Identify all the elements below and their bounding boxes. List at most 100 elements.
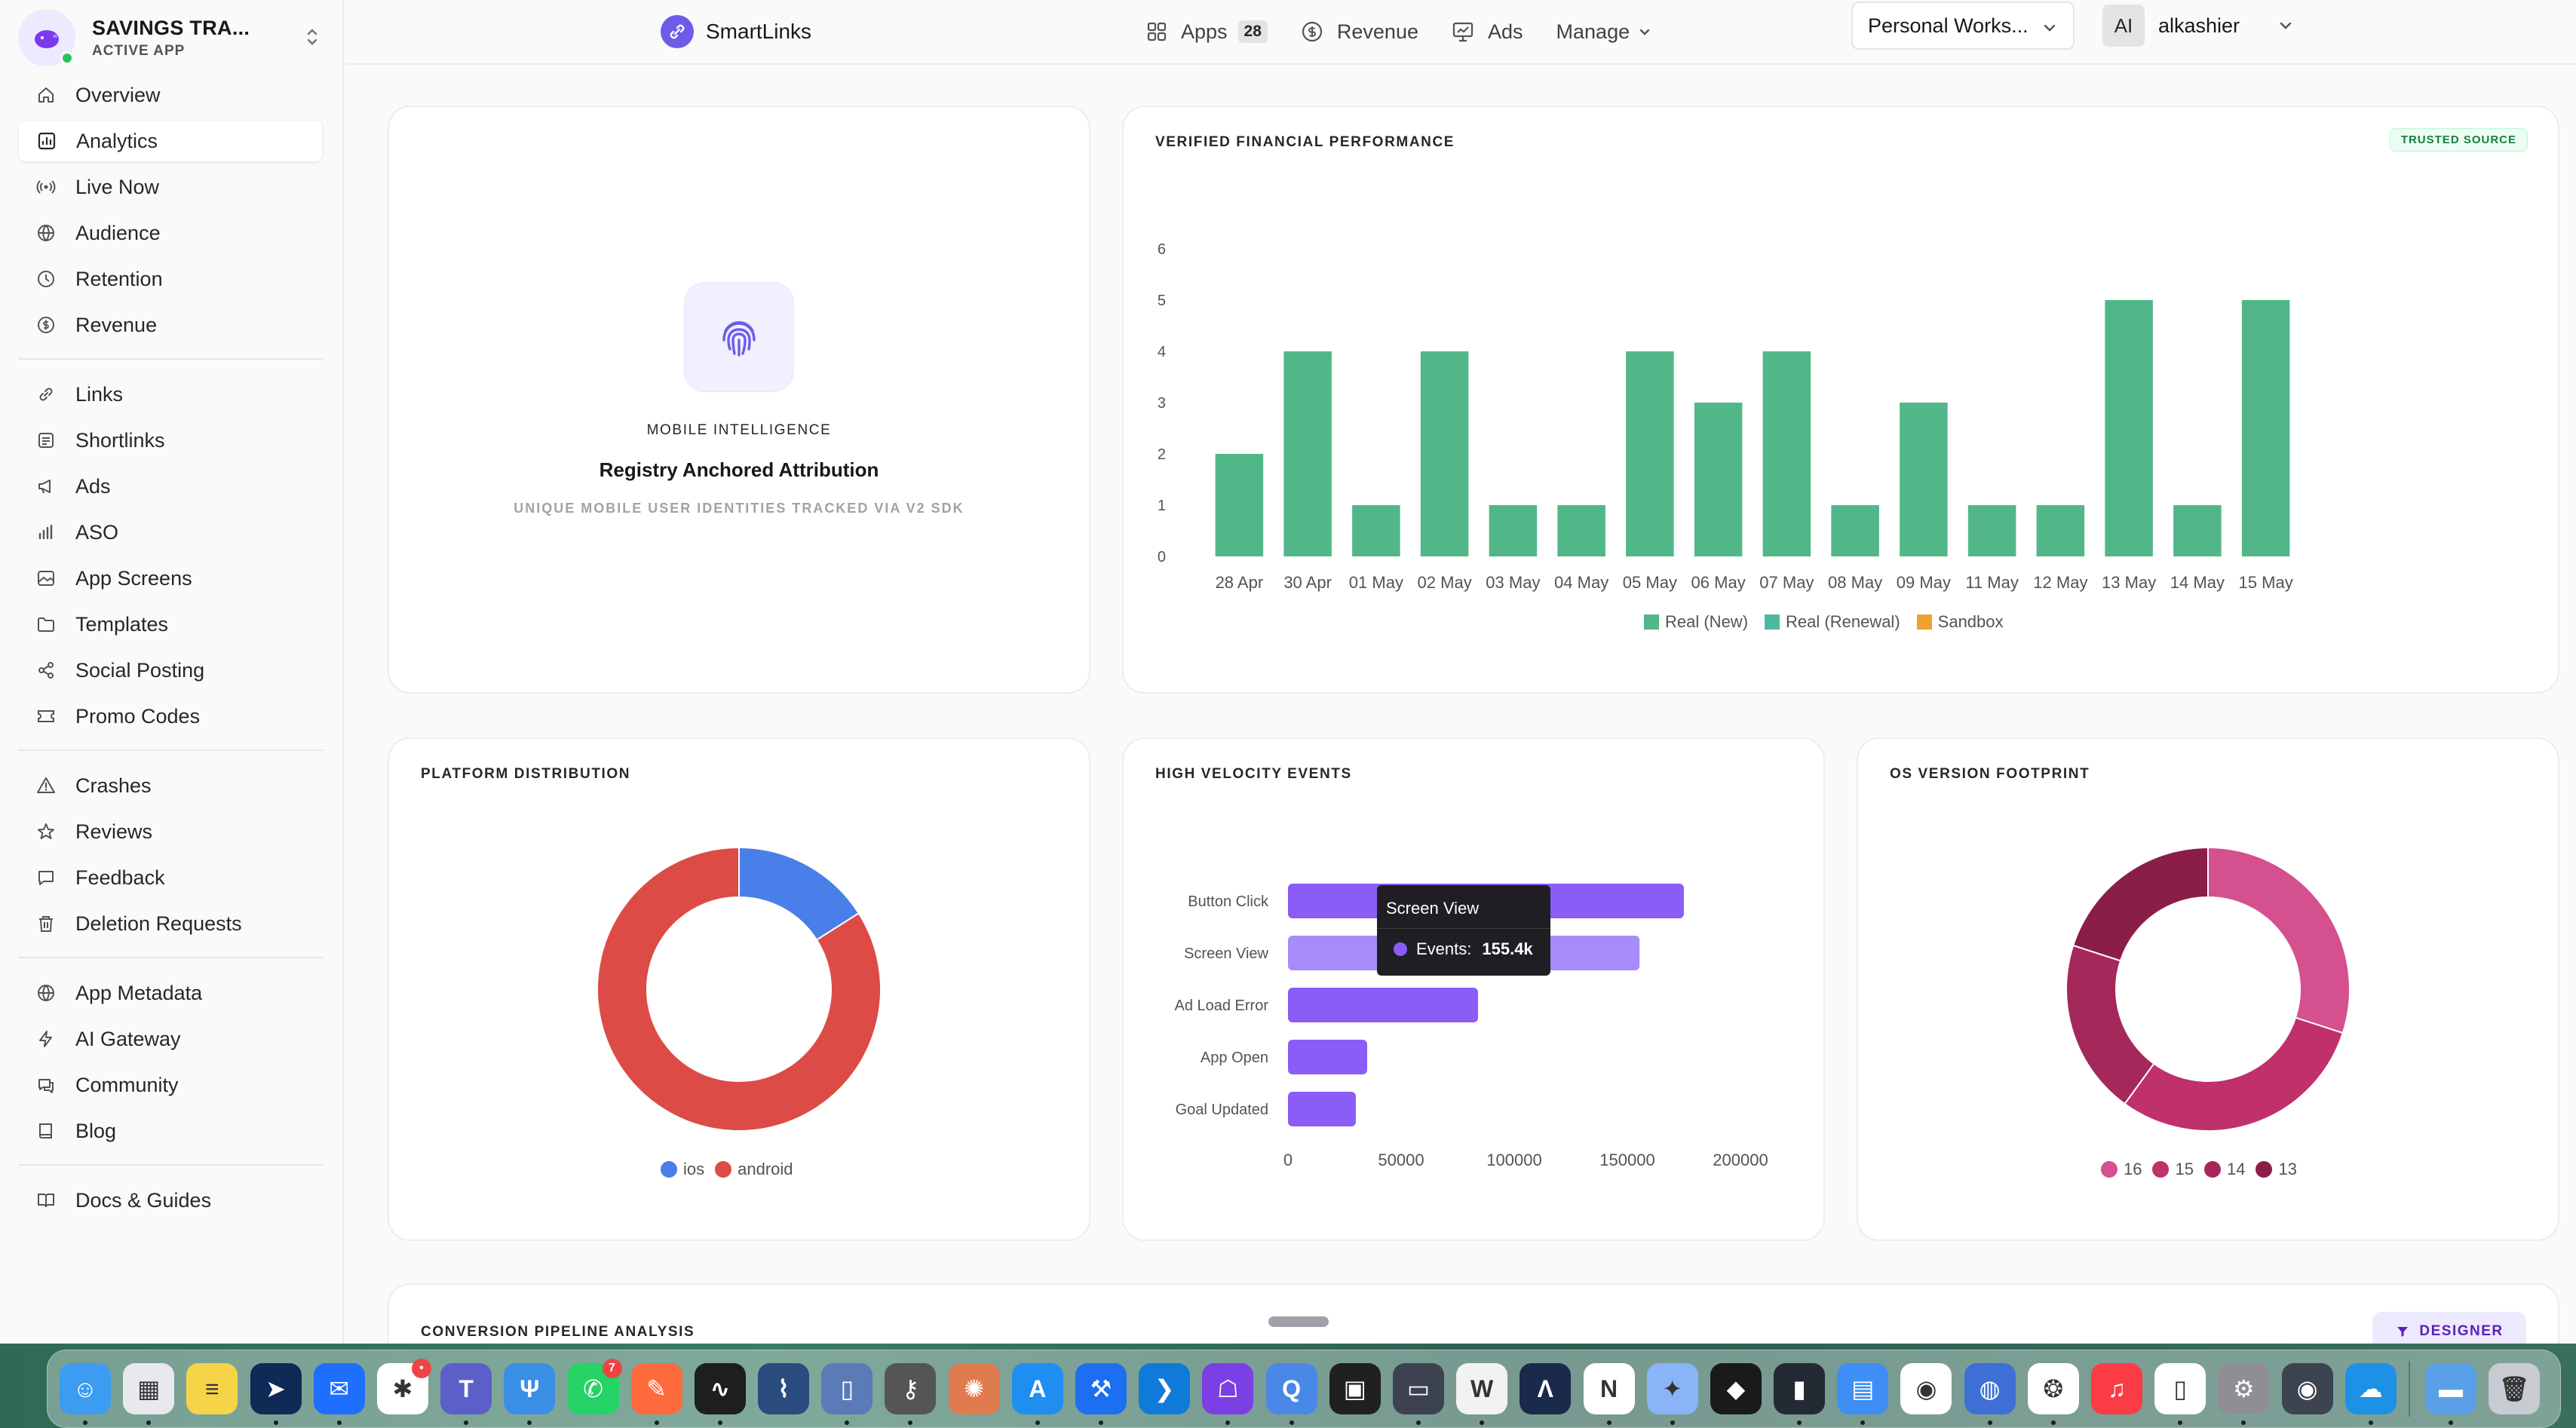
sidebar-item-deletion-requests[interactable]: Deletion Requests xyxy=(18,902,323,945)
legend-item-real-new-[interactable]: Real (New) xyxy=(1644,612,1748,632)
dock-xcode-icon[interactable]: ⚒ xyxy=(1075,1363,1127,1425)
dock-appstore-icon[interactable]: A xyxy=(1011,1363,1063,1425)
dock-music-icon[interactable]: ♫ xyxy=(2091,1363,2142,1414)
financial-performance-card: VERIFIED FINANCIAL PERFORMANCE TRUSTED S… xyxy=(1122,106,2559,694)
sidebar-item-overview[interactable]: Overview xyxy=(18,74,323,116)
sidebar-item-crashes[interactable]: Crashes xyxy=(18,765,323,807)
running-indicator xyxy=(336,1420,342,1425)
x-tick-label: 06 May xyxy=(1691,573,1746,592)
nav-ads[interactable]: Ads xyxy=(1452,20,1523,44)
dock-keychain-icon[interactable]: ⚷ xyxy=(885,1363,937,1425)
bar-real-new--07-may xyxy=(1762,351,1811,556)
bar-real-new--12-may xyxy=(2036,505,2085,556)
dock-search-icon[interactable]: Q xyxy=(1265,1363,1317,1425)
legend-item-ios[interactable]: ios xyxy=(661,1160,704,1179)
sidebar-item-reviews[interactable]: Reviews xyxy=(18,811,323,853)
dock-eye-icon[interactable]: ◉ xyxy=(2281,1363,2333,1414)
dock-terminal-icon[interactable]: ▣ xyxy=(1329,1363,1381,1414)
y-tick-label: 5 xyxy=(1158,293,1166,309)
legend-item-14[interactable]: 14 xyxy=(2203,1160,2245,1179)
globe-icon xyxy=(38,985,54,1002)
sidebar-item-templates[interactable]: Templates xyxy=(18,603,323,645)
sidebar-item-feedback[interactable]: Feedback xyxy=(18,856,323,899)
user-menu[interactable]: AI alkashier xyxy=(2102,5,2294,47)
legend-item-16[interactable]: 16 xyxy=(2101,1160,2142,1179)
sidebar-item-ai-gateway[interactable]: AI Gateway xyxy=(18,1018,323,1060)
x-tick-label: 01 May xyxy=(1349,573,1403,592)
dock-activity-icon[interactable]: ∿ xyxy=(694,1363,746,1425)
dock-finder-icon[interactable]: ☺ xyxy=(60,1363,111,1425)
dock-files-icon[interactable]: ▤ xyxy=(1837,1363,1889,1425)
dock-settings-icon[interactable]: ⚙ xyxy=(2218,1363,2270,1425)
workspace-select[interactable]: Personal Works... xyxy=(1851,2,2075,50)
dock-cube-icon[interactable]: ◆ xyxy=(1710,1363,1762,1414)
dock-vscode-icon[interactable]: ❯ xyxy=(1139,1363,1191,1414)
legend-item-real-renewal-[interactable]: Real (Renewal) xyxy=(1765,612,1900,632)
sidebar-item-social-posting[interactable]: Social Posting xyxy=(18,649,323,691)
sidebar-item-live-now[interactable]: Live Now xyxy=(18,166,323,208)
sidebar-item-aso[interactable]: ASO xyxy=(18,511,323,553)
bar-real-new--30-apr xyxy=(1283,351,1332,556)
dock-simulator-icon[interactable]: ▯ xyxy=(821,1363,873,1425)
sidebar-item-retention[interactable]: Retention xyxy=(18,258,323,300)
sidebar-item-revenue[interactable]: Revenue xyxy=(18,304,323,346)
dock-ghost-icon[interactable]: ☖ xyxy=(1202,1363,1254,1425)
sidebar-item-analytics[interactable]: Analytics xyxy=(18,120,323,162)
dock-pen-icon[interactable]: ✎ xyxy=(630,1363,682,1425)
nav-revenue[interactable]: Revenue xyxy=(1301,20,1418,44)
dock-trash-icon[interactable]: 🗑 xyxy=(2489,1363,2541,1414)
dock-fork-icon[interactable]: Ψ xyxy=(504,1363,556,1425)
dock-stats-icon[interactable]: ▮ xyxy=(1774,1363,1826,1425)
dock-claude-icon[interactable]: ✺ xyxy=(948,1363,1000,1414)
dock-folder-icon[interactable]: ▬ xyxy=(2424,1363,2476,1425)
dock-device-icon[interactable]: ▯ xyxy=(2154,1363,2206,1425)
dock-teams-icon[interactable]: T xyxy=(440,1363,492,1425)
nav-manage-dropdown[interactable]: Manage xyxy=(1556,20,1653,44)
link-icon xyxy=(39,388,53,401)
sidebar-item-promo-codes[interactable]: Promo Codes xyxy=(18,695,323,737)
designer-button[interactable]: DESIGNER xyxy=(2372,1312,2526,1344)
legend-item-13[interactable]: 13 xyxy=(2256,1160,2297,1179)
brand[interactable]: SmartLinks xyxy=(649,11,811,53)
dock-drive-icon[interactable]: ◍ xyxy=(1964,1363,2016,1425)
dock-gemini-icon[interactable]: ✦ xyxy=(1646,1363,1698,1425)
x-tick-label: 07 May xyxy=(1759,573,1814,592)
dock-source-icon[interactable]: ⌇ xyxy=(758,1363,810,1414)
sidebar-item-app-metadata[interactable]: App Metadata xyxy=(18,972,323,1014)
dock-messenger-icon[interactable]: ✉ xyxy=(313,1363,365,1425)
trash-icon xyxy=(39,916,53,932)
dock-telegram-like-icon[interactable]: ➤ xyxy=(250,1363,302,1425)
dock-launchpad-icon[interactable]: ▦ xyxy=(123,1363,175,1425)
sidebar-item-audience[interactable]: Audience xyxy=(18,212,323,254)
sidebar-item-shortlinks[interactable]: Shortlinks xyxy=(18,419,323,461)
app-switcher[interactable]: SAVINGS TRA... ACTIVE APP xyxy=(18,8,327,68)
scroll-handle[interactable] xyxy=(1268,1316,1329,1327)
sidebar-item-links[interactable]: Links xyxy=(18,373,323,415)
bar-real-new--09-may xyxy=(1900,403,1948,556)
dock-screen-icon[interactable]: ▭ xyxy=(1392,1363,1444,1425)
dock-notes-icon[interactable]: ≡ xyxy=(186,1363,238,1414)
chevron-up-down-icon[interactable] xyxy=(305,26,320,48)
sidebar-item-docs-guides[interactable]: Docs & Guides xyxy=(18,1179,323,1221)
legend-item-sandbox[interactable]: Sandbox xyxy=(1916,612,2004,632)
dock-slack-icon[interactable]: ✱ • xyxy=(376,1359,431,1414)
sidebar-item-community[interactable]: Community xyxy=(18,1064,323,1106)
sidebar-item-app-screens[interactable]: App Screens xyxy=(18,557,323,599)
dock-w-icon[interactable]: W xyxy=(1456,1363,1508,1425)
dock-chrome-icon[interactable]: ◉ xyxy=(1900,1363,1952,1414)
card-title: HIGH VELOCITY EVENTS xyxy=(1155,766,1352,782)
sidebar-item-blog[interactable]: Blog xyxy=(18,1110,323,1152)
x-tick-label: 0 xyxy=(1283,1151,1293,1169)
legend-item-android[interactable]: android xyxy=(715,1160,793,1179)
sidebar-item-ads[interactable]: Ads xyxy=(18,465,323,507)
legend-swatch xyxy=(661,1161,677,1178)
nav-apps[interactable]: Apps 28 xyxy=(1146,20,1268,44)
y-tick-label: 2 xyxy=(1158,446,1166,463)
legend-item-15[interactable]: 15 xyxy=(2152,1160,2194,1179)
dock-docker-icon[interactable]: ☁ xyxy=(2344,1363,2397,1425)
financial-chart-legend: Real (New) Real (Renewal) Sandbox xyxy=(1644,612,2020,632)
dock-affinity-icon[interactable]: Λ xyxy=(1520,1363,1572,1414)
dock-chatgpt-icon[interactable]: ❂ xyxy=(2027,1363,2079,1425)
dock-notion-icon[interactable]: N xyxy=(1583,1363,1635,1425)
dock-whatsapp-icon[interactable]: ✆ 7 xyxy=(567,1359,622,1414)
